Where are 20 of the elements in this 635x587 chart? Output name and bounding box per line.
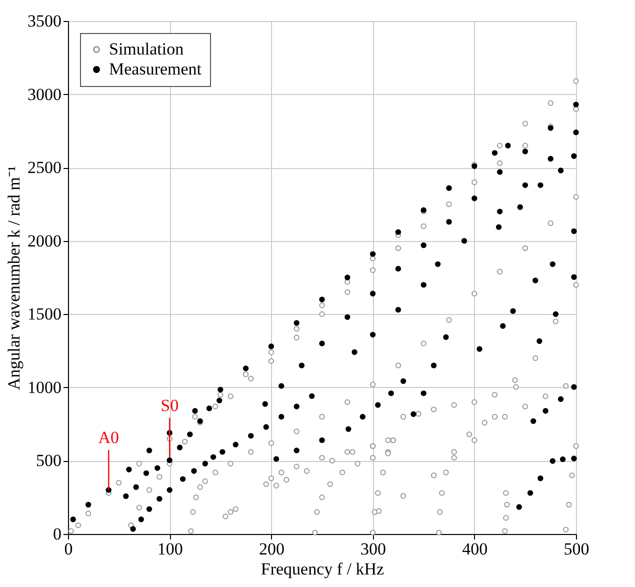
y-tick-label: 3500 (28, 12, 62, 30)
y-tick-label: 2000 (28, 231, 62, 250)
y-tick-label: 0 (53, 524, 62, 544)
x-tick-label: 200 (258, 540, 284, 558)
y-tick-label: 1000 (28, 378, 62, 397)
legend-label: Measurement (109, 60, 202, 78)
x-tick-label: 100 (157, 540, 183, 558)
annotation: S0 (160, 396, 179, 415)
x-tick-label: 300 (360, 540, 386, 558)
annotation: A0 (98, 428, 120, 448)
y-tick-label: 500 (36, 451, 62, 470)
x-tick-label: 0 (64, 540, 73, 558)
x-tick-label: 400 (462, 540, 488, 558)
y-tick-label: 2500 (28, 158, 62, 178)
y-tick-label: 1500 (28, 304, 62, 324)
y-axis-title: Angular wavenumber k / rad m⁻¹ (4, 166, 24, 390)
legend-label: Simulation (109, 40, 184, 58)
x-axis-title: Frequency f / kHz (260, 560, 385, 578)
y-tick-label: 3000 (28, 84, 62, 104)
x-tick-label: 500 (564, 540, 590, 558)
